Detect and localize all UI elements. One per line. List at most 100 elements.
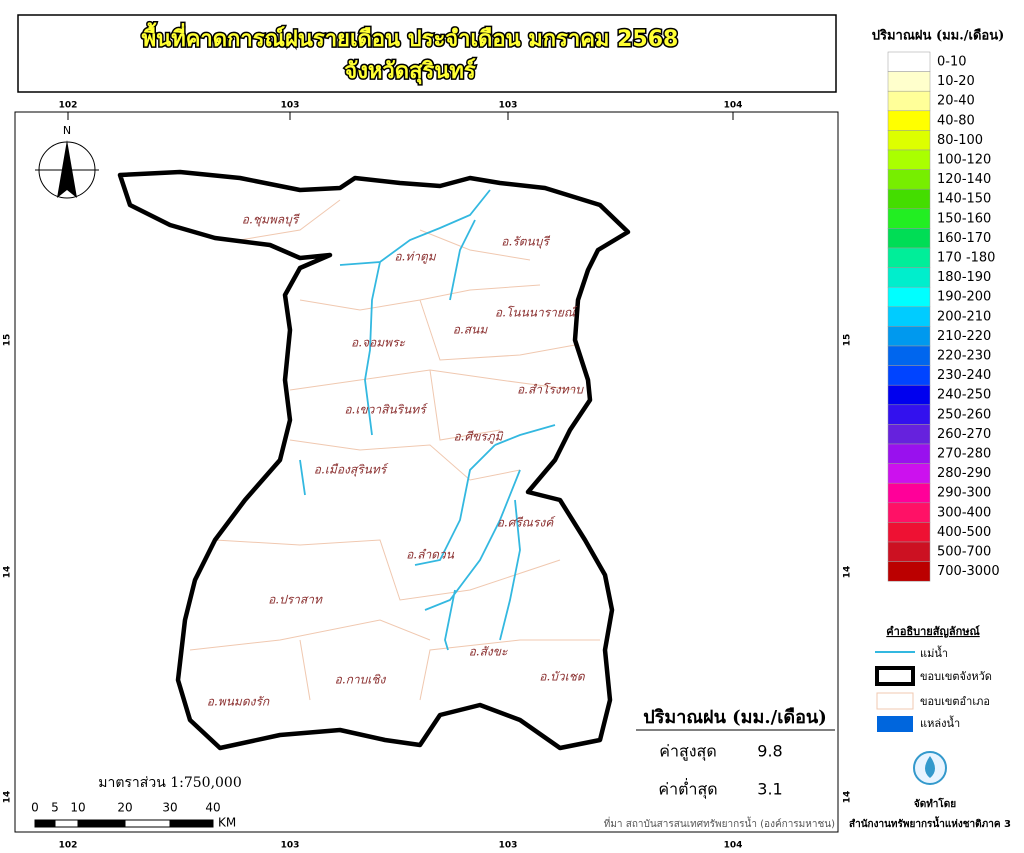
title-box	[17, 14, 837, 93]
district-label: อ.เขวาสินรินทร์	[344, 403, 428, 417]
source-text: ที่มา สถาบันสารสนเทศทรัพยากรน้ำ (องค์การ…	[604, 816, 835, 830]
legend-label: 0-10	[937, 55, 967, 70]
legend-swatch	[887, 149, 931, 170]
district-label: อ.กาบเชิง	[335, 673, 387, 687]
district-label: อ.สำโรงทาบ	[517, 383, 584, 397]
credit-org: สำนักงานทรัพยากรน้ำแห่งชาติภาค 3	[849, 816, 1011, 830]
grid-label-top: 103	[281, 101, 300, 111]
grid-label-right: 14	[843, 566, 853, 579]
legend-swatch	[887, 463, 931, 484]
grid-label-top: 103	[499, 101, 518, 111]
legend-swatch	[887, 71, 931, 92]
district-label: อ.พนมดงรัก	[207, 695, 270, 709]
north-label: N	[63, 124, 71, 137]
legend-swatch	[887, 110, 931, 131]
legend-label: 210-220	[937, 329, 991, 344]
legend-label: 290-300	[937, 486, 991, 501]
scale-tick: 0	[31, 801, 39, 815]
scale-segment	[77, 819, 126, 828]
legend-swatch	[887, 365, 931, 386]
legend-label: 500-700	[937, 545, 991, 560]
grid-label-right: 15	[843, 334, 853, 347]
rivers	[299, 189, 556, 651]
symbol-legend-label: แม่น้ำ	[920, 645, 948, 660]
legend-swatch	[887, 345, 931, 366]
scale-tick: 5	[51, 801, 59, 815]
legend-label: 180-190	[937, 270, 991, 285]
grid-label-left: 15	[3, 334, 13, 347]
legend-swatch	[887, 404, 931, 425]
district-label: อ.ปราสาท	[268, 593, 323, 607]
legend-label: 240-250	[937, 388, 991, 403]
scale-segment	[169, 819, 214, 828]
logo	[913, 751, 947, 785]
legend-swatch	[887, 424, 931, 445]
scale-tick: 10	[70, 801, 85, 815]
district-label: อ.โนนนารายณ์	[495, 306, 578, 320]
district-label: อ.สนม	[453, 323, 489, 337]
legend-swatch	[887, 522, 931, 543]
legend-label: 160-170	[937, 231, 991, 246]
scale-segment	[54, 819, 79, 828]
legend-label: 200-210	[937, 309, 991, 324]
legend-swatch	[887, 130, 931, 151]
district-label: อ.บัวเชด	[539, 670, 586, 684]
title-line1: พื้นที่คาดการณ์ฝนรายเดือน ประจำเดือน มกร…	[142, 22, 679, 52]
stats-title: ปริมาณฝน (มม./เดือน)	[643, 707, 826, 728]
legend-label: 190-200	[937, 290, 991, 305]
north-arrow	[35, 140, 99, 199]
legend-label: 700-3000	[937, 564, 1000, 579]
legend-swatch	[887, 541, 931, 562]
legend-swatch	[887, 384, 931, 406]
district-label: อ.รัตนบุรี	[501, 235, 551, 250]
grid-label-bottom: 103	[281, 841, 300, 851]
legend-label: 40-80	[937, 113, 975, 128]
legend-label: 80-100	[937, 133, 983, 148]
legend-swatch	[887, 326, 931, 347]
legend-label: 250-260	[937, 407, 991, 422]
grid-label-bottom: 103	[499, 841, 518, 851]
symbol-legend-label: แหล่งน้ำ	[920, 715, 960, 730]
district-label: อ.ศีขรภูมิ	[453, 430, 503, 445]
legend-label: 20-40	[937, 94, 975, 109]
stats-max-value: 9.8	[757, 742, 782, 761]
stats-max-label: ค่าสูงสุด	[659, 742, 716, 762]
legend-label: 260-270	[937, 427, 991, 442]
scale-segment	[124, 819, 171, 828]
legend-swatch	[887, 267, 931, 288]
legend-swatch	[887, 90, 931, 112]
legend-label: 220-230	[937, 349, 991, 364]
scale-unit: KM	[218, 816, 236, 830]
legend-label: 140-150	[937, 192, 991, 207]
map-frame	[14, 111, 839, 833]
grid-label-left: 14	[3, 566, 13, 579]
legend-swatch	[887, 247, 931, 268]
legend-swatch	[887, 561, 931, 582]
district-label: อ.ท่าตูม	[394, 250, 436, 265]
scale-text: มาตราส่วน 1:750,000	[98, 775, 242, 791]
symbol-legend-label: ขอบเขตอำเภอ	[920, 695, 990, 708]
district-boundaries	[189, 199, 600, 701]
district-label: อ.จอมพระ	[351, 336, 406, 350]
credit-label: จัดทำโดย	[914, 797, 956, 810]
grid-label-bottom: 104	[724, 841, 743, 851]
legend-label: 270-280	[937, 447, 991, 462]
legend-swatch	[887, 482, 931, 504]
scale-tick: 30	[162, 801, 177, 815]
scale-tick: 20	[117, 801, 132, 815]
district-label: อ.สังขะ	[469, 645, 508, 659]
legend-label: 280-290	[937, 466, 991, 481]
legend-label: 230-240	[937, 368, 991, 383]
grid-label-right: 14	[843, 791, 853, 804]
grid-label-left: 14	[3, 791, 13, 804]
legend-label: 100-120	[937, 153, 991, 168]
legend-label: 10-20	[937, 74, 975, 89]
province-boundary	[117, 169, 631, 751]
district-label: อ.ลำดวน	[406, 548, 455, 562]
legend-swatch	[887, 228, 931, 249]
grid-label-top: 104	[724, 101, 743, 111]
legend-label: 170 -180	[937, 251, 995, 266]
legend-swatch	[887, 51, 931, 72]
scale-segment	[34, 819, 56, 828]
